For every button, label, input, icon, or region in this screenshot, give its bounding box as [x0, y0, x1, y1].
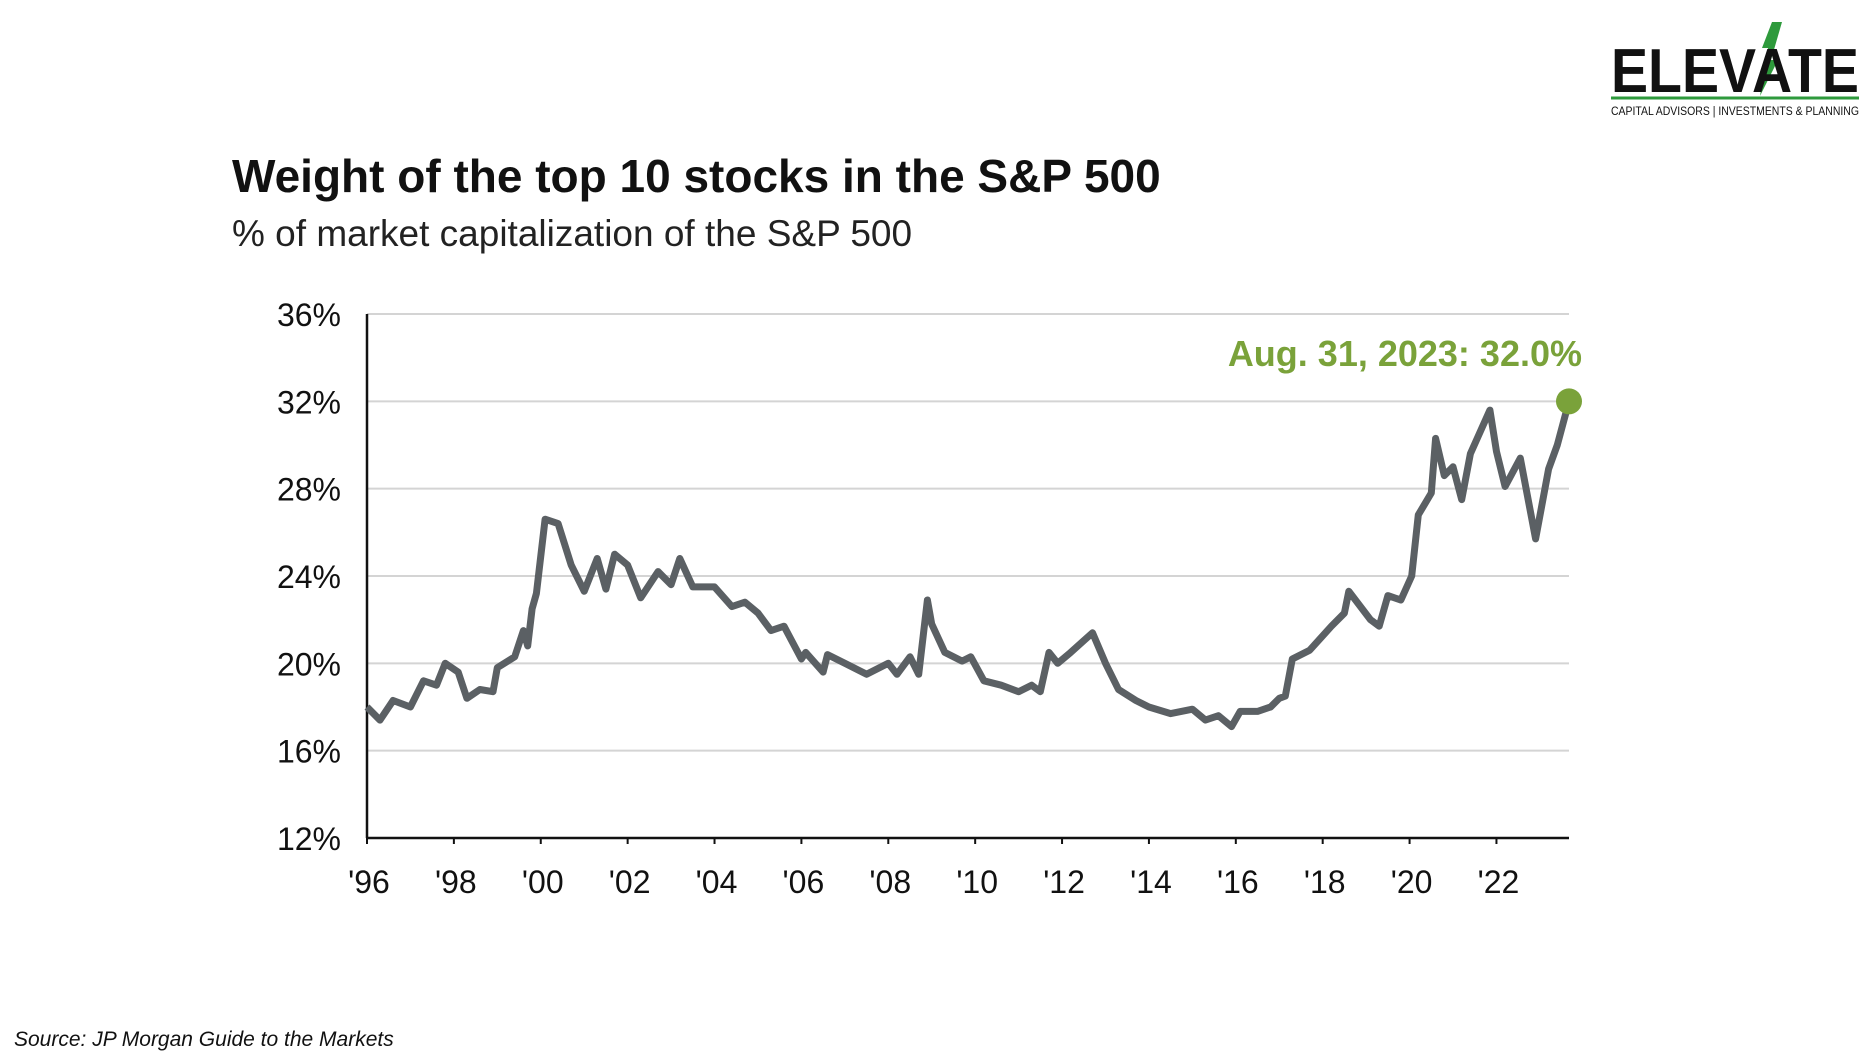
logo-arrow	[1760, 22, 1782, 96]
y-tick-label: 36%	[277, 297, 341, 333]
series-line	[364, 400, 1573, 731]
source: Source: JP Morgan Guide to the Markets	[14, 1028, 394, 1051]
x-tick-label: '98	[435, 864, 477, 900]
x-tick-label: '18	[1304, 864, 1346, 900]
x-tick-label: '16	[1217, 864, 1259, 900]
y-tick-label: 32%	[277, 384, 341, 420]
y-tick-label: 16%	[277, 734, 341, 770]
y-tick-label: 20%	[277, 646, 341, 682]
annotation: Aug. 31, 2023: 32.0%	[1228, 333, 1582, 374]
logo-name: ELEVATE	[1611, 37, 1859, 106]
x-tick-label: '08	[869, 864, 911, 900]
x-tick-label: '20	[1391, 864, 1433, 900]
x-tick-label: '06	[783, 864, 825, 900]
latest-point	[1556, 388, 1582, 415]
x-tick-label: '96	[348, 864, 390, 900]
y-tick-label: 28%	[277, 472, 341, 508]
x-tick-label: '14	[1130, 864, 1172, 900]
x-tick-label: '02	[609, 864, 651, 900]
x-tick-label: '22	[1478, 864, 1520, 900]
logo-tagline: CAPITAL ADVISORS | INVESTMENTS & PLANNIN…	[1611, 106, 1859, 118]
x-tick-label: '12	[1043, 864, 1085, 900]
y-tick-label: 12%	[277, 821, 341, 857]
chart-title: Weight of the top 10 stocks in the S&P 5…	[232, 150, 1161, 202]
x-tick-label: '10	[956, 864, 998, 900]
chart-subtitle: % of market capitalization of the S&P 50…	[232, 213, 912, 254]
x-tick-label: '04	[696, 864, 738, 900]
x-tick-label: '00	[522, 864, 564, 900]
y-tick-label: 24%	[277, 559, 341, 595]
